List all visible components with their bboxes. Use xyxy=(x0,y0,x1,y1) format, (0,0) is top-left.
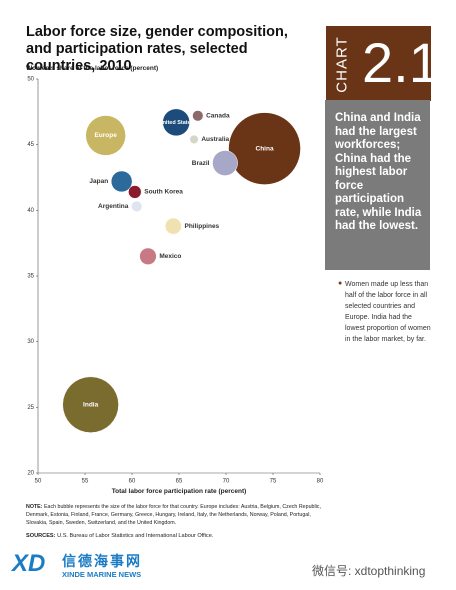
note-label: NOTE: xyxy=(26,504,43,510)
x-tick-label: 80 xyxy=(317,479,324,485)
y-tick-label: 25 xyxy=(27,405,34,411)
note-text: Each bubble represents the size of the l… xyxy=(26,504,321,526)
bubble-label: Brazil xyxy=(192,160,210,167)
note: NOTE: Each bubble represents the size of… xyxy=(26,503,326,527)
logo: XD xyxy=(12,550,46,577)
x-tick-label: 75 xyxy=(270,479,277,485)
bubble xyxy=(110,170,133,193)
chart-title: Labor force size, gender composition, an… xyxy=(26,24,288,74)
bubble xyxy=(164,217,182,235)
bubble xyxy=(228,112,301,185)
y-tick-label: 40 xyxy=(27,208,34,214)
wechat: 微信号: xdtopthinking xyxy=(312,564,426,578)
bubble xyxy=(192,110,204,122)
y-axis-label: Women's share of the labor force (percen… xyxy=(26,65,159,72)
y-tick-label: 35 xyxy=(27,274,34,280)
bubble-label: Australia xyxy=(201,136,229,143)
bubble-label: Philippines xyxy=(185,223,220,230)
y-tick-label: 45 xyxy=(27,142,34,148)
bubble xyxy=(62,376,119,433)
x-tick-label: 65 xyxy=(176,479,183,485)
chart-badge: CHART 2.1 xyxy=(325,25,440,102)
bubble-label: Argentina xyxy=(98,203,129,210)
x-tick-label: 55 xyxy=(82,479,89,485)
brand-en: XINDE MARINE NEWS xyxy=(62,570,142,579)
bubble-label: Europe xyxy=(94,132,117,139)
bubble-label: India xyxy=(83,401,99,408)
x-tick-label: 70 xyxy=(223,479,230,485)
bubble-label: South Korea xyxy=(144,189,183,196)
bubble-label: Canada xyxy=(206,112,230,119)
bubble-label: China xyxy=(256,145,274,152)
bubble-label: United States xyxy=(159,120,194,126)
x-tick-label: 50 xyxy=(35,479,42,485)
y-tick-label: 30 xyxy=(27,339,34,345)
brand-cn: 信德海事网 xyxy=(62,553,142,569)
chart-label: CHART xyxy=(333,36,351,93)
bubble xyxy=(162,108,190,137)
x-tick-label: 60 xyxy=(129,479,136,485)
bubble xyxy=(189,134,199,144)
y-tick-label: 50 xyxy=(27,77,34,83)
highlight-box: China and India had the largest workforc… xyxy=(325,100,430,270)
highlight-text: China and India had the largest workforc… xyxy=(335,112,422,232)
bubble-label: Mexico xyxy=(159,253,181,260)
sources: SOURCES: U.S. Bureau of Labor Statistics… xyxy=(26,533,326,539)
bubble xyxy=(128,185,142,199)
sources-text: U.S. Bureau of Labor Statistics and Inte… xyxy=(57,533,214,539)
bubble xyxy=(139,247,157,265)
bubble-label: Japan xyxy=(89,178,108,185)
bubble xyxy=(212,150,238,176)
x-axis-label: Total labor force participation rate (pe… xyxy=(111,488,247,495)
bullet-dot: ● xyxy=(338,280,343,287)
sources-label: SOURCES: xyxy=(26,533,56,539)
bubble xyxy=(85,115,126,156)
y-tick-label: 20 xyxy=(27,471,34,477)
chart-number: 2.1 xyxy=(362,31,440,94)
bullet-text: Women made up less than half of the labo… xyxy=(345,281,431,343)
bubble xyxy=(131,200,143,212)
